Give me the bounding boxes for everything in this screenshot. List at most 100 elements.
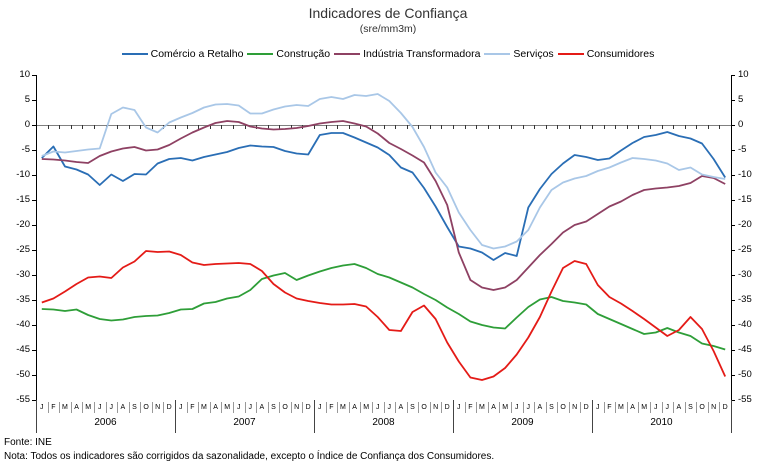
y-tick-label: 0 <box>738 119 744 130</box>
y-tick-label: -10 <box>738 169 752 180</box>
chart-subtitle: (sre/mm3m) <box>359 23 417 35</box>
month-tick-label: M <box>340 404 346 411</box>
month-tick-label: N <box>433 404 439 411</box>
line-swatch-icon <box>484 53 511 55</box>
month-tick-label: N <box>711 404 717 411</box>
month-tick-label: F <box>468 404 473 411</box>
legend-label: Construção <box>276 48 331 60</box>
y-tick-label: -45 <box>16 344 30 355</box>
y-tick-label: -25 <box>16 244 30 255</box>
chart-legend: Comércio a Retalho Construção Indústria … <box>0 48 776 60</box>
month-tick-label: D <box>722 404 728 411</box>
y-tick-label: -20 <box>738 219 752 230</box>
legend-item-comercio: Comércio a Retalho <box>121 48 244 60</box>
month-tick-label: O <box>699 404 705 411</box>
month-tick-label: J <box>318 404 322 411</box>
month-tick-label: S <box>549 404 554 411</box>
month-tick-label: J <box>596 404 600 411</box>
month-tick-label: J <box>179 404 183 411</box>
month-tick-label: M <box>618 404 624 411</box>
y-tick-label: 10 <box>738 69 749 80</box>
legend-item-construcao: Construção <box>247 48 330 60</box>
month-tick-label: S <box>271 404 276 411</box>
year-label: 2008 <box>372 417 395 428</box>
month-tick-label: J <box>375 404 380 411</box>
footer-note: Nota: Todos os indicadores são corrigido… <box>4 451 495 462</box>
y-tick-label: -30 <box>738 269 752 280</box>
month-tick-label: M <box>479 404 485 411</box>
legend-item-industria: Indústria Transformadora <box>334 48 480 60</box>
month-tick-label: M <box>201 404 207 411</box>
legend-item-consumidores: Consumidores <box>557 48 655 60</box>
month-tick-label: D <box>305 404 311 411</box>
y-tick-label: -25 <box>738 244 752 255</box>
month-tick-label: J <box>109 404 114 411</box>
legend-item-servicos: Serviços <box>484 48 554 60</box>
year-label: 2007 <box>233 417 256 428</box>
series-line <box>41 263 726 351</box>
month-tick-label: J <box>40 404 44 411</box>
legend-label: Indústria Transformadora <box>363 48 481 60</box>
y-tick-label: -55 <box>738 394 752 405</box>
month-tick-label: F <box>190 404 195 411</box>
y-tick-label: -5 <box>738 144 747 155</box>
month-tick-label: O <box>143 404 149 411</box>
year-label: 2010 <box>650 417 673 428</box>
month-tick-label: O <box>560 404 566 411</box>
y-tick-label: -15 <box>738 194 752 205</box>
y-tick-label: -55 <box>16 394 30 405</box>
month-tick-label: J <box>653 404 658 411</box>
month-tick-label: N <box>572 404 578 411</box>
month-tick-label: D <box>444 404 450 411</box>
month-tick-label: M <box>502 404 509 411</box>
line-swatch-icon <box>121 53 148 55</box>
month-tick-label: O <box>282 404 288 411</box>
legend-label: Serviços <box>513 48 554 60</box>
month-tick-label: S <box>132 404 137 411</box>
month-tick-label: M <box>224 404 231 411</box>
month-tick-label: A <box>259 404 265 411</box>
month-tick-label: S <box>688 404 693 411</box>
month-tick-label: J <box>97 404 102 411</box>
month-tick-label: D <box>583 404 589 411</box>
month-tick-label: J <box>236 404 241 411</box>
line-swatch-icon <box>247 53 274 55</box>
legend-label: Consumidores <box>586 48 655 60</box>
month-tick-label: A <box>74 404 79 411</box>
y-tick-label: -45 <box>738 344 752 355</box>
y-tick-label: -50 <box>738 369 752 380</box>
footer-source: Fonte: INE <box>4 437 52 448</box>
series-line <box>41 120 726 291</box>
month-tick-label: M <box>85 404 92 411</box>
month-tick-label: M <box>363 404 370 411</box>
month-tick-label: F <box>329 404 334 411</box>
month-tick-label: A <box>676 404 682 411</box>
month-tick-label: J <box>457 404 461 411</box>
y-tick-label: 5 <box>24 94 30 105</box>
month-tick-label: M <box>641 404 648 411</box>
month-tick-label: M <box>62 404 68 411</box>
y-tick-label: -35 <box>16 294 30 305</box>
y-tick-label: 10 <box>19 69 30 80</box>
month-tick-label: S <box>410 404 415 411</box>
month-tick-label: A <box>352 404 357 411</box>
line-swatch-icon <box>557 53 584 55</box>
month-tick-label: A <box>630 404 635 411</box>
y-tick-label: 0 <box>24 119 30 130</box>
y-tick-label: -10 <box>16 169 30 180</box>
year-label: 2006 <box>94 417 117 428</box>
month-tick-label: N <box>155 404 161 411</box>
month-tick-label: J <box>387 404 392 411</box>
y-tick-label: -35 <box>738 294 752 305</box>
legend-label: Comércio a Retalho <box>150 48 244 60</box>
page-title: Indicadores de Confiança <box>308 5 468 21</box>
month-tick-label: O <box>421 404 427 411</box>
y-tick-label: -5 <box>21 144 30 155</box>
month-tick-label: J <box>514 404 519 411</box>
y-tick-label: -40 <box>738 319 752 330</box>
month-tick-label: J <box>248 404 253 411</box>
year-label: 2009 <box>511 417 534 428</box>
series-line <box>41 131 726 261</box>
